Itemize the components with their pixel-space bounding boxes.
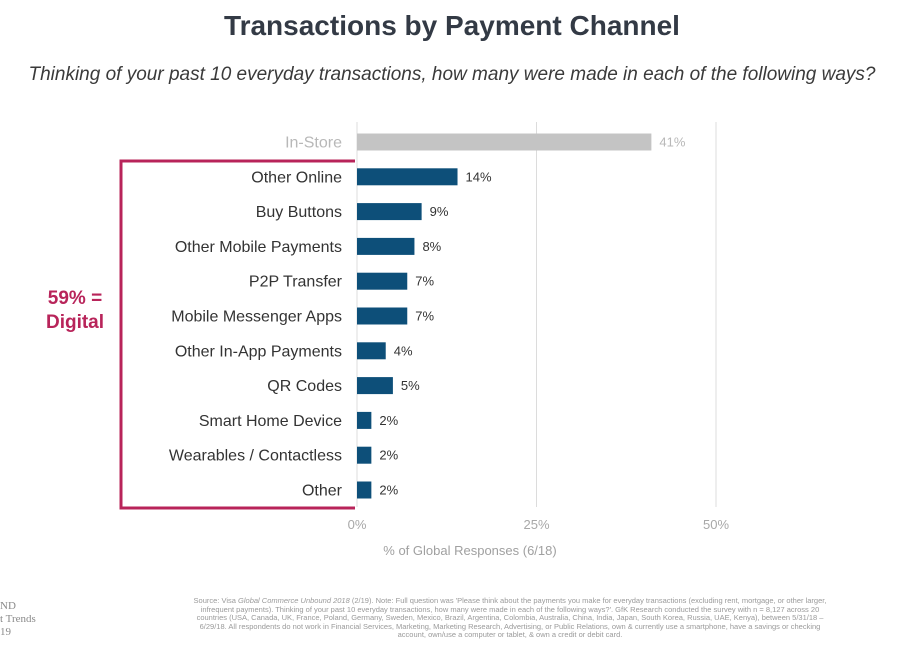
value-labels: 41% 14% 9% 8% 7% 7% 4% 5% 2% 2% 2% (379, 135, 685, 498)
x-axis-label: % of Global Responses (6/18) (383, 543, 556, 558)
category-label: Smart Home Device (199, 413, 342, 430)
category-label: Mobile Messenger Apps (171, 309, 342, 326)
logo-line3: 19 (0, 626, 11, 638)
digital-callout-line2: Digital (45, 312, 105, 333)
bar-chart: In-Store Other Online Buy Buttons Other Mob… (119, 122, 730, 558)
bars (357, 133, 652, 499)
value-label: 9% (430, 204, 449, 219)
bar (357, 133, 652, 151)
digital-callout-line1: 59% = (47, 288, 103, 309)
x-tick-labels: 0% 25% 50% (348, 517, 730, 532)
value-label: 14% (466, 169, 492, 184)
category-label: Wearables / Contactless (169, 448, 342, 465)
chart-subtitle: Thinking of your past 10 everyday transa… (28, 64, 876, 85)
value-label: 2% (379, 413, 398, 428)
category-label: In-Store (285, 135, 342, 152)
category-label: Other Online (251, 169, 342, 186)
category-label: QR Codes (267, 378, 342, 395)
digital-bracket (119, 159, 355, 510)
x-tick-label: 50% (703, 517, 729, 532)
source-body: (2/19). Note: Full question was 'Please … (196, 596, 827, 640)
logo-line1: ND (0, 600, 16, 612)
value-label: 7% (415, 309, 434, 324)
bar (357, 411, 372, 429)
value-label: 7% (415, 274, 434, 289)
bar (357, 446, 372, 464)
bar (357, 203, 422, 221)
value-label: 4% (394, 343, 413, 358)
bar (357, 307, 408, 325)
category-label: Other In-App Payments (175, 343, 342, 360)
bar (357, 272, 408, 290)
value-label: 2% (379, 483, 398, 498)
bar (357, 377, 393, 395)
bar (357, 342, 386, 360)
bar (357, 237, 415, 255)
logo-line2: t Trends (0, 613, 36, 625)
value-label: 2% (379, 448, 398, 463)
x-tick-label: 25% (523, 517, 549, 532)
category-label: Other (302, 483, 343, 500)
source-note: Source: Visa Global Commerce Unbound 201… (185, 596, 835, 640)
digital-callout: 59% = Digital (30, 287, 120, 335)
bar (357, 481, 372, 499)
bar (357, 168, 458, 186)
value-label: 8% (422, 239, 441, 254)
source-report-title: Global Commerce Unbound 2018 (238, 596, 350, 605)
value-label: 41% (659, 135, 685, 150)
source-prefix: Source: Visa (193, 596, 239, 605)
x-tick-label: 0% (348, 517, 367, 532)
brand-logo-fragment: ND t Trends 19 (0, 600, 36, 639)
category-label: Other Mobile Payments (175, 239, 342, 256)
chart-title: Transactions by Payment Channel (224, 10, 680, 41)
value-label: 5% (401, 378, 420, 393)
category-labels: In-Store Other Online Buy Buttons Other Mob… (169, 135, 343, 500)
category-label: P2P Transfer (249, 274, 343, 291)
category-label: Buy Buttons (256, 204, 342, 221)
